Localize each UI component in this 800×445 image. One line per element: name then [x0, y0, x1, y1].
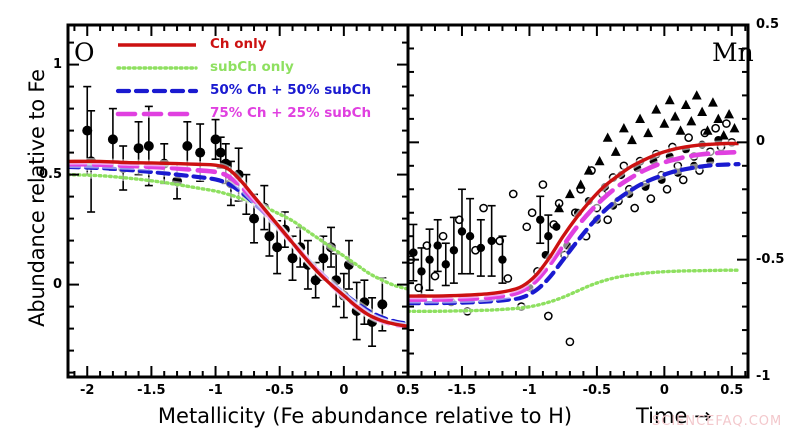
ytick-Mn-2: 0	[756, 134, 766, 150]
series-line	[408, 162, 741, 306]
xtick-Mn-2: -0.5	[582, 383, 612, 398]
panel-label-manganese: Mn	[712, 38, 754, 67]
legend-label-3: 75% Ch + 25% subCh	[210, 105, 372, 121]
series-line	[408, 149, 741, 302]
y-axis-label: Abundance relative to Fe	[25, 69, 49, 327]
series-line	[408, 268, 741, 314]
xtick-O-5: 0.5	[396, 383, 420, 398]
legend-label-1: subCh only	[210, 59, 294, 75]
xtick-O-2: -1	[208, 383, 223, 398]
legend-label-0: Ch only	[210, 36, 267, 52]
ytick-O-1: 0.5	[38, 166, 62, 182]
series-line	[408, 141, 739, 298]
series-line	[68, 172, 408, 291]
ytick-O-0: 0	[52, 276, 62, 292]
xtick-Mn-1: -1	[522, 383, 537, 398]
panel-label-oxygen: O	[74, 38, 95, 67]
x-axis-label: Metallicity (Fe abundance relative to H)	[157, 404, 573, 428]
legend-label-2: 50% Ch + 50% subCh	[210, 82, 372, 98]
xtick-Mn-0: -1.5	[447, 383, 477, 398]
xtick-Mn-3: 0	[659, 383, 669, 398]
panel-oxygen-data	[68, 85, 408, 348]
ytick-O-2: 1	[52, 56, 62, 72]
xtick-O-1: -1.5	[137, 383, 166, 398]
xtick-O-4: 0	[339, 383, 349, 398]
x-axis-label-time: Time →	[636, 404, 712, 428]
xtick-Mn-4: 0.5	[720, 383, 744, 398]
series-line	[68, 159, 408, 329]
ytick-Mn-0: -1	[756, 369, 771, 384]
panel-manganese-data	[408, 90, 743, 347]
xtick-O-3: -0.5	[265, 383, 294, 398]
ytick-Mn-1: -0.5	[756, 251, 785, 267]
ytick-Mn-3: 0.5	[756, 17, 780, 32]
watermark: SCIENCEFAQ.COM	[652, 414, 783, 429]
xtick-O-0: -2	[80, 383, 95, 398]
